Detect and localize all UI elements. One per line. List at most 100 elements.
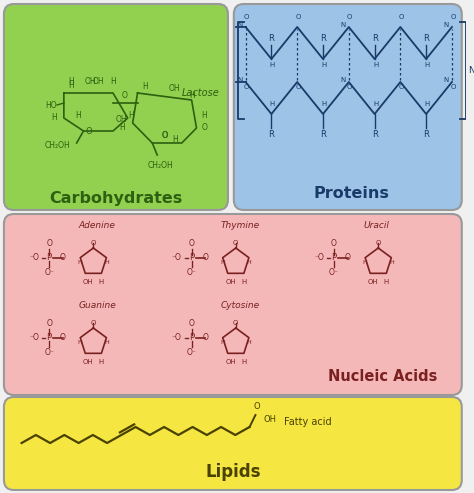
Text: P: P: [189, 253, 194, 262]
Text: O: O: [202, 253, 208, 262]
Text: O: O: [253, 402, 260, 411]
Text: Fatty acid: Fatty acid: [284, 417, 332, 427]
Text: Adenine: Adenine: [79, 221, 116, 230]
Text: O: O: [244, 14, 249, 20]
Text: CH₂OH: CH₂OH: [45, 141, 71, 149]
Text: H: H: [110, 77, 116, 86]
Text: O: O: [345, 253, 351, 262]
Text: O: O: [201, 124, 207, 133]
Text: ⁻O: ⁻O: [314, 253, 324, 262]
Text: H: H: [143, 82, 148, 91]
Text: Lipids: Lipids: [205, 463, 261, 481]
Text: O: O: [399, 14, 404, 20]
Text: O: O: [46, 319, 52, 328]
Text: O: O: [347, 84, 353, 90]
Text: H: H: [220, 260, 225, 265]
Text: O: O: [450, 14, 456, 20]
Text: R: R: [372, 34, 377, 43]
Text: H: H: [68, 77, 73, 86]
Text: CH₂OH: CH₂OH: [147, 161, 173, 170]
Text: O: O: [202, 333, 208, 343]
Text: O: O: [399, 84, 404, 90]
FancyBboxPatch shape: [4, 4, 228, 210]
Text: OH: OH: [226, 279, 236, 285]
Text: OH: OH: [226, 359, 236, 365]
Text: H: H: [129, 110, 135, 119]
Text: H: H: [363, 260, 367, 265]
Text: P: P: [46, 253, 52, 262]
Text: O: O: [450, 84, 456, 90]
Text: R: R: [320, 34, 326, 43]
Text: R: R: [372, 130, 377, 139]
Text: N: N: [237, 77, 243, 83]
Text: H: H: [389, 260, 394, 265]
Text: H: H: [241, 359, 246, 365]
Text: O: O: [91, 240, 96, 246]
FancyBboxPatch shape: [4, 397, 462, 490]
Text: H: H: [373, 101, 378, 107]
Text: P: P: [189, 333, 194, 343]
Text: O: O: [347, 14, 353, 20]
Text: Uracil: Uracil: [364, 221, 390, 230]
Text: O⁻: O⁻: [187, 348, 197, 357]
Text: O: O: [60, 333, 66, 343]
Text: O: O: [295, 84, 301, 90]
Text: O: O: [331, 239, 337, 248]
Text: O: O: [233, 320, 238, 326]
Text: H: H: [247, 340, 252, 345]
Text: O: O: [295, 14, 301, 20]
Text: H: H: [373, 62, 378, 68]
Text: O: O: [162, 131, 168, 140]
Text: OH: OH: [83, 279, 94, 285]
Text: H: H: [425, 101, 430, 107]
Text: Cytosine: Cytosine: [221, 301, 260, 310]
FancyBboxPatch shape: [234, 4, 462, 210]
Text: O⁻: O⁻: [329, 268, 339, 277]
Text: ⁻O: ⁻O: [29, 253, 39, 262]
Text: H: H: [99, 279, 104, 285]
Text: N: N: [468, 66, 474, 75]
Text: H: H: [76, 111, 82, 120]
Text: O⁻: O⁻: [44, 348, 54, 357]
Text: O: O: [91, 320, 96, 326]
Text: H: H: [104, 340, 109, 345]
Text: N: N: [341, 22, 346, 28]
Text: H: H: [68, 81, 73, 90]
Text: H: H: [270, 101, 275, 107]
Text: Guanine: Guanine: [79, 301, 116, 310]
Text: H: H: [201, 110, 207, 119]
Text: H: H: [425, 62, 430, 68]
Text: OH: OH: [92, 77, 104, 86]
Text: Lactose: Lactose: [182, 88, 219, 98]
Text: H: H: [321, 62, 327, 68]
Text: H: H: [51, 113, 57, 122]
Text: Thymine: Thymine: [221, 221, 260, 230]
Text: H: H: [220, 340, 225, 345]
Text: HO: HO: [46, 101, 57, 109]
Text: O: O: [189, 319, 194, 328]
Text: R: R: [268, 130, 274, 139]
Text: H: H: [99, 359, 104, 365]
Text: ⁻O: ⁻O: [29, 333, 39, 343]
Text: OH: OH: [116, 115, 128, 125]
Text: H: H: [190, 91, 195, 100]
Text: ⁻O: ⁻O: [172, 253, 182, 262]
Text: OH: OH: [368, 279, 379, 285]
Text: O: O: [122, 91, 128, 100]
Text: O: O: [60, 253, 66, 262]
Text: P: P: [46, 333, 52, 343]
Text: H: H: [119, 124, 125, 133]
Text: H: H: [172, 136, 178, 144]
Text: O: O: [244, 84, 249, 90]
Text: O: O: [162, 131, 168, 140]
Text: H: H: [241, 279, 246, 285]
Text: R: R: [423, 130, 429, 139]
Text: H: H: [247, 260, 252, 265]
Text: O: O: [85, 127, 92, 136]
Text: OH: OH: [264, 415, 276, 423]
Text: N: N: [341, 77, 346, 83]
Text: Nucleic Acids: Nucleic Acids: [328, 369, 438, 384]
Text: P: P: [331, 253, 337, 262]
Text: H: H: [104, 260, 109, 265]
Text: R: R: [423, 34, 429, 43]
